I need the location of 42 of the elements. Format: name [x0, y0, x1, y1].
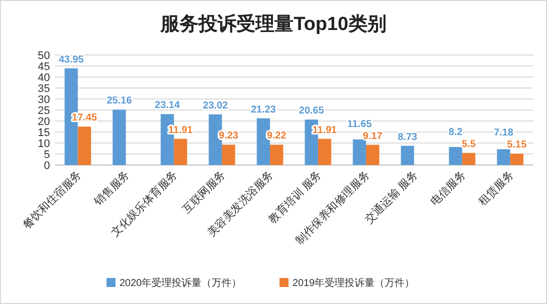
bar [366, 144, 380, 165]
data-label: 23.14 [154, 100, 180, 112]
data-label: 21.23 [250, 104, 276, 116]
y-tick-label: 45 [38, 60, 50, 73]
data-label: 8.73 [398, 132, 418, 143]
legend-label: 2019年受理投诉量（万件） [292, 277, 415, 289]
x-tick-label: 销售服务 [92, 168, 132, 209]
y-tick-label: 25 [38, 104, 50, 117]
bar [112, 110, 126, 165]
bar [78, 126, 92, 165]
data-label: 43.95 [58, 54, 84, 66]
data-label: 20.65 [298, 106, 324, 117]
y-tick-label: 10 [38, 138, 50, 150]
bar [496, 149, 510, 165]
y-tick-label: 50 [38, 50, 50, 62]
bar [400, 146, 414, 165]
x-tick-label: 租赁服务 [476, 168, 516, 208]
y-tick-label: 20 [38, 116, 50, 128]
data-label: 25.16 [106, 96, 132, 107]
data-label: 8.2 [448, 126, 463, 138]
data-label: 5.15 [507, 140, 527, 151]
bar [270, 144, 284, 165]
y-tick-label: 30 [38, 94, 50, 106]
y-tick-label: 5 [44, 148, 50, 161]
bar [510, 154, 524, 165]
y-tick-label: 15 [38, 126, 50, 139]
bar [448, 146, 462, 165]
chart-title: 服务投诉受理量Top10类别 [160, 13, 386, 35]
y-tick-label: 40 [38, 72, 50, 84]
bar [318, 138, 332, 165]
legend-label: 2020年受理投诉量（万件） [120, 277, 242, 289]
bar [222, 144, 236, 165]
data-label: 9.17 [362, 130, 383, 142]
bar [352, 139, 366, 165]
y-tick-label: 35 [38, 82, 50, 95]
data-label: 23.02 [202, 100, 228, 112]
data-label: 11.65 [347, 118, 372, 130]
bar [174, 138, 188, 165]
data-label: 7.18 [494, 128, 514, 139]
data-label: 5.5 [462, 138, 476, 150]
x-tick-label: 电信服务 [428, 168, 468, 208]
bar [462, 152, 476, 165]
